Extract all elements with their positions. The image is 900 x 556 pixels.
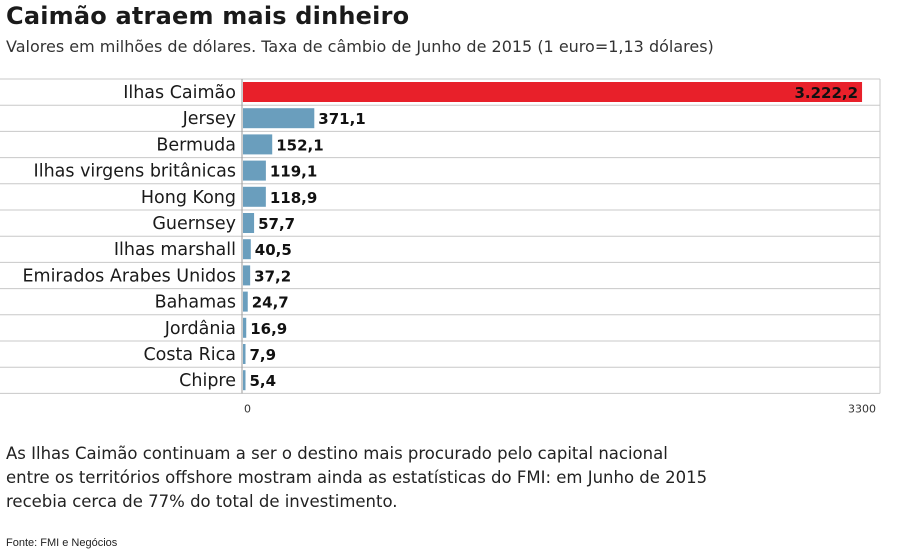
bar <box>243 291 248 312</box>
description-line-1: As Ilhas Caimão continuam a ser o destin… <box>6 444 668 463</box>
data-label: 24,7 <box>252 294 289 312</box>
category-label: Ilhas marshall <box>114 240 236 260</box>
data-label: 119,1 <box>270 163 317 181</box>
category-label: Emirados Arabes Unidos <box>22 266 236 286</box>
description-text: As Ilhas Caimão continuam a ser o destin… <box>6 442 886 514</box>
category-label: Costa Rica <box>143 345 236 365</box>
data-label: 152,1 <box>276 136 323 154</box>
category-label: Guernsey <box>152 214 236 234</box>
category-label: Bermuda <box>156 135 236 155</box>
source-note: Fonte: FMI e Negócios <box>6 537 118 549</box>
data-label: 5,4 <box>250 372 277 390</box>
bar <box>243 186 266 207</box>
bar <box>243 108 315 129</box>
category-label: Jordânia <box>164 319 236 339</box>
category-label: Ilhas virgens britânicas <box>34 162 236 182</box>
data-label: 371,1 <box>318 110 365 128</box>
bar <box>243 82 863 102</box>
category-label: Hong Kong <box>141 188 236 208</box>
category-label: Ilhas Caimão <box>123 83 236 103</box>
category-label: Jersey <box>182 109 236 129</box>
data-label: 118,9 <box>270 189 317 207</box>
data-label: 57,7 <box>258 215 295 233</box>
chart-title: Caimão atraem mais dinheiro <box>6 2 410 30</box>
category-label: Bahamas <box>155 293 236 313</box>
bar <box>243 239 251 260</box>
data-label: 16,9 <box>250 320 287 338</box>
bar <box>243 344 246 364</box>
data-label: 40,5 <box>255 241 292 259</box>
data-label: 37,2 <box>254 267 291 285</box>
bar <box>243 317 247 338</box>
bar <box>243 134 273 155</box>
description-line-2: entre os territórios offshore mostram ai… <box>6 468 708 487</box>
category-label: Chipre <box>179 371 236 391</box>
bar <box>243 265 251 286</box>
x-tick-label: 3300 <box>848 402 876 415</box>
data-label: 7,9 <box>250 346 277 364</box>
bar <box>243 213 255 233</box>
bar <box>243 370 246 391</box>
chart-subtitle: Valores em milhões de dólares. Taxa de c… <box>6 37 714 56</box>
bar-chart: Ilhas Caimão 3.222,2 Jersey 371,1 Bermuda 152… <box>0 78 881 415</box>
description-line-3: recebia cerca de 77% do total de investi… <box>6 492 398 511</box>
x-tick-label: 0 <box>244 402 251 415</box>
data-label: 3.222,2 <box>794 84 858 102</box>
bar <box>243 160 266 181</box>
